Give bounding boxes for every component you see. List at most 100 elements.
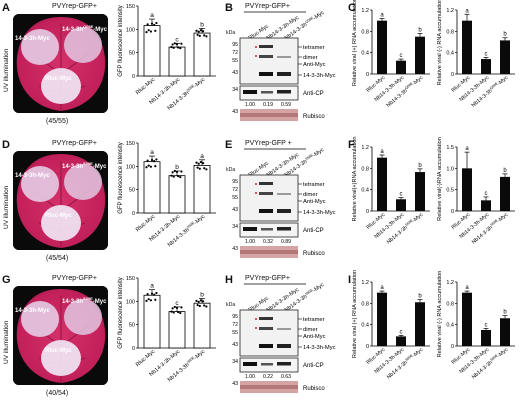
data-point xyxy=(196,303,199,307)
y-axis-label: GFP fluorescence intensity xyxy=(118,277,124,349)
band-cp-mut xyxy=(277,90,291,94)
leaf-label-right: 14-3-3hS58E-Myc xyxy=(62,161,106,170)
band-dimer xyxy=(259,55,273,58)
data-point xyxy=(153,293,156,296)
uv-label: UV illumination xyxy=(3,185,10,229)
data-point xyxy=(154,29,157,32)
x-tick-label-end: -Myc xyxy=(193,349,206,361)
data-point xyxy=(197,300,200,303)
infiltration-zone-left xyxy=(21,29,59,65)
y-tick-label: 1.0 xyxy=(446,166,454,172)
data-point xyxy=(150,292,154,295)
band-label: tetramer xyxy=(303,182,325,188)
y-tick-label: 0.4 xyxy=(361,323,369,329)
x-tick-label-sup: S80E xyxy=(489,353,499,362)
data-point xyxy=(172,311,175,314)
significance-letter: b xyxy=(503,32,507,38)
infiltration-zone-center xyxy=(41,340,81,376)
red-asterisk xyxy=(255,318,257,320)
data-point xyxy=(172,175,175,178)
band-label: dimer xyxy=(303,192,318,198)
band-tetramer xyxy=(259,45,273,48)
x-tick-label-text: Nb14-3-3h xyxy=(167,227,191,248)
bar xyxy=(415,36,425,74)
data-point xyxy=(175,170,179,174)
band-label: Anti-Myc xyxy=(303,334,326,340)
red-asterisk xyxy=(255,183,257,185)
mw-marker: 43 xyxy=(232,70,238,76)
panel-letter-leaf: G xyxy=(2,274,11,286)
data-point xyxy=(149,165,152,168)
cp-label: Anti-CP xyxy=(303,91,324,97)
mw-marker: 43 xyxy=(232,381,238,387)
band-monomer-mut xyxy=(277,344,291,348)
lane-label-end: -Myc xyxy=(312,147,325,159)
x-tick-label-end: -Myc xyxy=(497,212,510,224)
panel-letter-leaf: A xyxy=(2,2,10,14)
significance-letter: a xyxy=(150,12,154,19)
significance-letter: c xyxy=(400,53,403,59)
leaf-label-right: 14-3-3hS80E-Myc xyxy=(62,296,106,305)
significance-letter: c xyxy=(175,300,179,307)
significance-letter: c xyxy=(485,191,488,197)
significance-letter: a xyxy=(150,283,154,290)
leaf-label-center: Rluc-Myc xyxy=(45,348,72,354)
y-tick-label: 0 xyxy=(451,72,454,78)
y-tick-label: 1.2 xyxy=(446,8,454,14)
band-tetramer xyxy=(259,182,273,185)
cp-quant: 1.00 xyxy=(245,102,255,108)
x-tick-label-text: Rluc-Myc xyxy=(135,214,157,233)
western-blot: Rluc-MycNb14-3-3h-MycNb14-3-3hS58E-Myc95… xyxy=(232,147,336,258)
data-point xyxy=(155,21,158,25)
x-tick-label-sup: Q08E xyxy=(404,81,414,90)
y-tick-label: 150 xyxy=(126,276,135,282)
y-tick-label: 1.2 xyxy=(361,145,369,151)
y-tick-label: 0.4 xyxy=(446,51,454,57)
panel-letter-rna: C xyxy=(348,2,356,14)
bar xyxy=(168,46,186,77)
y-tick-label: 0.4 xyxy=(446,323,454,329)
bar xyxy=(415,302,425,346)
rubisco-band xyxy=(240,113,298,117)
band-monomer-mut xyxy=(277,209,291,213)
leaf-image xyxy=(13,151,108,250)
leaf-veins xyxy=(32,24,92,111)
mw-marker: 55 xyxy=(232,58,238,64)
mw-marker: 34 xyxy=(232,359,238,365)
data-point xyxy=(171,307,174,310)
band-label: tetramer xyxy=(303,45,325,51)
myc-blot xyxy=(239,309,299,357)
data-point xyxy=(199,160,202,164)
kda-label: kDa xyxy=(226,302,236,308)
significance-letter: a xyxy=(380,13,384,19)
band-label: 14-3-3h-Myc xyxy=(303,210,336,216)
lane-label-end: -Myc xyxy=(312,10,325,22)
uv-label: UV illumination xyxy=(3,48,10,92)
y-axis-label: Relative viral (-) RNA accumulation xyxy=(437,271,443,358)
significance-letter: b xyxy=(418,294,422,300)
band-cp-wt xyxy=(261,228,273,231)
y-axis-label: Relative viral (+) RNA accumulation xyxy=(352,270,358,358)
mw-marker: 95 xyxy=(232,179,238,185)
y-tick-label: 1.5 xyxy=(446,145,454,151)
cp-quant: 0.89 xyxy=(281,239,291,245)
x-tick-label-end: -Myc xyxy=(193,214,206,226)
bar xyxy=(481,59,491,74)
rubisco-band xyxy=(240,385,298,389)
band-dimer-mut xyxy=(277,193,291,195)
bar xyxy=(193,32,211,77)
leaf-label-right-part: S58E xyxy=(83,161,93,166)
data-point xyxy=(146,23,149,26)
leaf-photo xyxy=(13,14,108,113)
significance-letter: c xyxy=(485,51,488,57)
leaf-label-center: Rluc-Myc xyxy=(45,213,72,219)
mw-marker: 95 xyxy=(232,42,238,48)
panel-letter-rna: I xyxy=(348,274,352,286)
y-axis-label: GFP fluorescence intensity xyxy=(118,142,124,214)
y-axis-label: GFP fluorescence intensity xyxy=(118,5,124,77)
data-point xyxy=(203,34,206,37)
x-tick-label-sup: S80E xyxy=(404,353,414,362)
bar xyxy=(168,311,186,349)
